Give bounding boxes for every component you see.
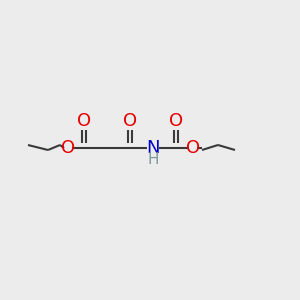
Text: N: N — [146, 139, 160, 157]
Text: O: O — [61, 139, 75, 157]
Text: O: O — [77, 112, 91, 130]
Text: O: O — [123, 112, 137, 130]
Text: H: H — [147, 152, 159, 167]
Text: O: O — [186, 139, 200, 157]
Text: O: O — [169, 112, 183, 130]
